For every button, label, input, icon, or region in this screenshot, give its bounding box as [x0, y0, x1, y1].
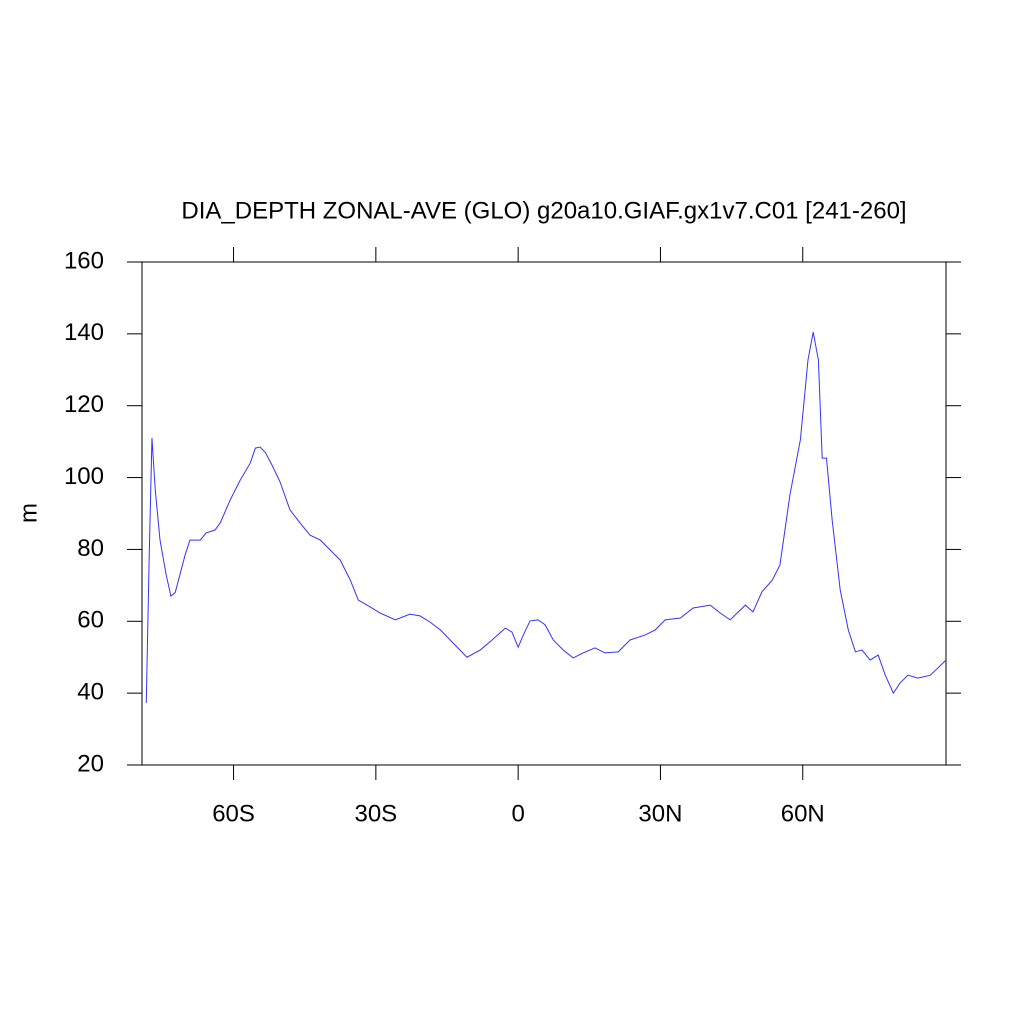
x-tick-label: 30S [354, 800, 397, 827]
x-tick-label: 30N [638, 800, 682, 827]
x-tick-label: 60S [212, 800, 255, 827]
y-tick-label: 120 [64, 391, 104, 418]
y-tick-label: 80 [77, 535, 104, 562]
chart-title: DIA_DEPTH ZONAL-AVE (GLO) g20a10.GIAF.gx… [181, 197, 906, 224]
y-tick-label: 160 [64, 247, 104, 274]
y-axis-label: m [15, 503, 42, 523]
y-tick-label: 40 [77, 678, 104, 705]
data-line [145, 331, 947, 703]
y-tick-label: 100 [64, 463, 104, 490]
plot-frame [141, 261, 947, 766]
x-tick-label: 0 [511, 800, 524, 827]
y-tick-label: 60 [77, 607, 104, 634]
x-tick-label: 60N [781, 800, 825, 827]
y-tick-label: 140 [64, 319, 104, 346]
y-tick-label: 20 [77, 750, 104, 777]
